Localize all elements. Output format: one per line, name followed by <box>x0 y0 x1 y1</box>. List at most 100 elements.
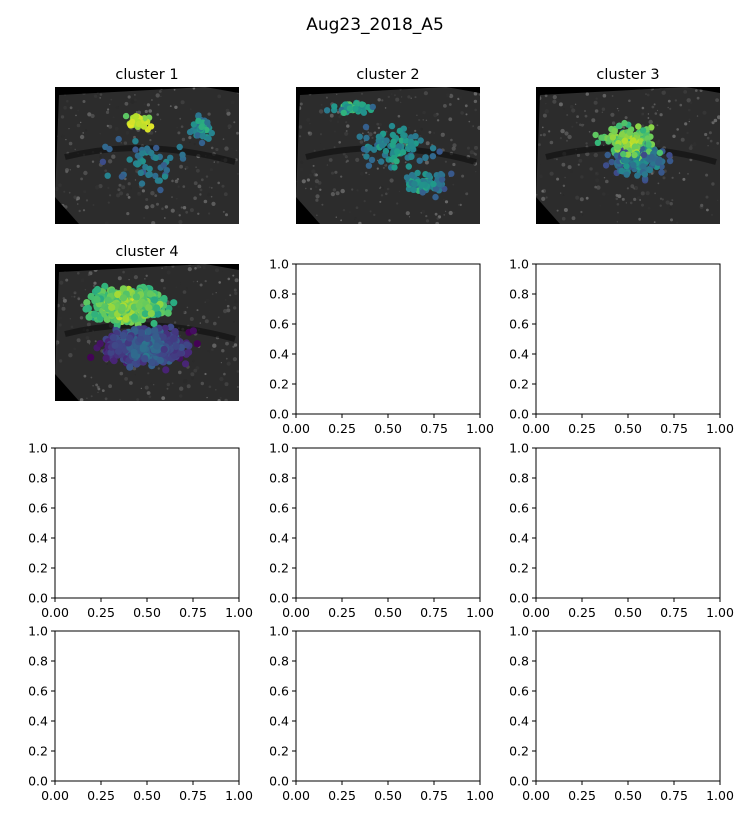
x-tick-label: 0.75 <box>420 605 448 620</box>
scatter-point <box>411 180 418 188</box>
scatter-point <box>104 296 112 304</box>
scatter-point <box>118 303 126 311</box>
scatter-point <box>402 137 410 144</box>
scatter-point <box>592 131 599 139</box>
y-tick-label: 0.4 <box>509 347 529 362</box>
scatter-point <box>375 133 383 140</box>
scatter-point <box>383 137 390 144</box>
scatter-point <box>159 333 167 341</box>
scatter-point <box>352 105 359 112</box>
x-tick-label: 0.50 <box>614 605 642 620</box>
scatter-point <box>152 332 160 341</box>
empty-axes <box>54 630 240 782</box>
scatter-point <box>181 360 190 368</box>
panel-7: 0.00 0.25 0.50 0.75 1.00 0.0 0.2 0.4 0.6 0.8 1.0 <box>28 441 253 621</box>
x-tick-label: 0.25 <box>87 605 115 620</box>
scatter-point <box>110 357 118 365</box>
scatter-point <box>379 142 386 149</box>
scatter-point <box>193 340 201 348</box>
scatter-point <box>362 123 370 131</box>
scatter-point <box>346 105 354 112</box>
y-tick-label: 0.6 <box>269 317 289 332</box>
scatter-point <box>153 342 161 350</box>
scatter-point <box>190 121 198 128</box>
scatter-point <box>623 162 630 170</box>
scatter-point <box>147 123 155 130</box>
y-tick-label: 0.2 <box>28 744 48 759</box>
scatter-point <box>111 341 119 349</box>
x-tick-label: 1.00 <box>225 605 253 620</box>
scatter-point <box>132 113 140 120</box>
scatter-point <box>436 148 443 155</box>
scatter-point <box>118 173 126 180</box>
y-tick-label: 0.2 <box>509 377 529 392</box>
scatter-point <box>389 131 397 139</box>
scatter-point <box>419 189 426 196</box>
scatter-point <box>171 328 179 336</box>
x-tick-label: 0.75 <box>179 788 207 803</box>
scatter-point <box>403 174 411 181</box>
scatter-point <box>666 157 674 165</box>
x-tick-label: 0.00 <box>522 605 550 620</box>
y-tick-label: 0.4 <box>269 714 289 729</box>
y-tick-label: 0.6 <box>509 317 529 332</box>
scatter-point <box>163 167 170 174</box>
scatter-point <box>416 157 423 164</box>
x-tick-label: 0.50 <box>133 788 161 803</box>
x-tick-label: 0.00 <box>522 788 550 803</box>
scatter-point <box>93 285 101 294</box>
scatter-point <box>172 342 180 350</box>
x-tick-label: 1.00 <box>225 788 253 803</box>
panel-1: cluster 1 <box>55 67 239 224</box>
scatter-point <box>189 327 197 335</box>
scatter-point <box>422 154 429 161</box>
y-tick-label: 0.6 <box>509 684 529 699</box>
scatter-points <box>99 112 215 194</box>
scatter-point <box>609 134 617 141</box>
panel-4: cluster 4 <box>55 244 239 401</box>
empty-axes <box>54 447 240 599</box>
scatter-point <box>137 169 144 176</box>
scatter-point <box>390 138 397 145</box>
scatter-point <box>368 156 376 164</box>
y-tick-label: 0.8 <box>509 471 529 486</box>
scatter-point <box>186 128 194 136</box>
scatter-point <box>93 295 101 303</box>
y-tick-label: 0.4 <box>28 714 48 729</box>
scatter-point <box>139 150 146 157</box>
scatter-point <box>96 340 104 348</box>
x-tick-label: 1.00 <box>706 788 734 803</box>
scatter-point <box>83 299 91 307</box>
scatter-point <box>126 363 134 371</box>
panel-3: cluster 3 <box>536 67 720 224</box>
scatter-point <box>399 149 407 156</box>
scatter-point <box>85 313 93 321</box>
scatter-point <box>109 333 117 342</box>
scatter-point <box>639 127 647 134</box>
panel-8: 0.00 0.25 0.50 0.75 1.00 0.0 0.2 0.4 0.6 0.8 1.0 <box>269 441 494 621</box>
x-tick-label: 0.00 <box>41 605 69 620</box>
scatter-point <box>148 358 156 366</box>
y-tick-label: 0.8 <box>269 287 289 302</box>
y-tick-label: 0.8 <box>509 654 529 669</box>
y-tick-label: 0.4 <box>509 531 529 546</box>
scatter-point <box>148 149 155 157</box>
scatter-point <box>208 129 215 137</box>
scatter-point <box>331 103 338 110</box>
y-tick-label: 0.6 <box>509 501 529 516</box>
scatter-point <box>99 158 107 165</box>
scatter-point <box>108 310 116 318</box>
scatter-point <box>448 170 455 177</box>
scatter-point <box>646 166 654 174</box>
y-tick-label: 1.0 <box>509 441 529 456</box>
scatter-point <box>640 151 648 158</box>
scatter-point <box>623 157 630 164</box>
scatter-point <box>114 347 123 355</box>
scatter-point <box>132 138 139 145</box>
scatter-point <box>126 334 134 342</box>
y-tick-label: 0.8 <box>269 471 289 486</box>
scatter-point <box>154 310 162 318</box>
scatter-point <box>626 129 634 136</box>
scatter-point <box>101 282 109 290</box>
